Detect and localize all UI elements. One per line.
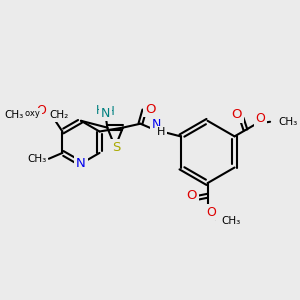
Text: CH₃: CH₃ — [278, 117, 297, 127]
Text: N: N — [151, 118, 161, 131]
Text: S: S — [112, 141, 120, 154]
Text: CH₃: CH₃ — [4, 110, 23, 120]
Text: O: O — [206, 206, 216, 219]
Text: O: O — [255, 112, 265, 125]
Text: N: N — [101, 106, 110, 119]
Text: H: H — [106, 105, 115, 118]
Text: H: H — [96, 103, 105, 117]
Text: O: O — [36, 103, 46, 117]
Text: O: O — [145, 103, 155, 116]
Text: O: O — [187, 189, 197, 202]
Text: CH₃: CH₃ — [28, 154, 47, 164]
Text: O: O — [232, 108, 242, 121]
Text: CH₃: CH₃ — [221, 216, 240, 226]
Text: methoxy: methoxy — [3, 110, 40, 118]
Text: H: H — [157, 128, 165, 137]
Text: N: N — [76, 157, 86, 170]
Text: CH₂: CH₂ — [49, 110, 68, 120]
